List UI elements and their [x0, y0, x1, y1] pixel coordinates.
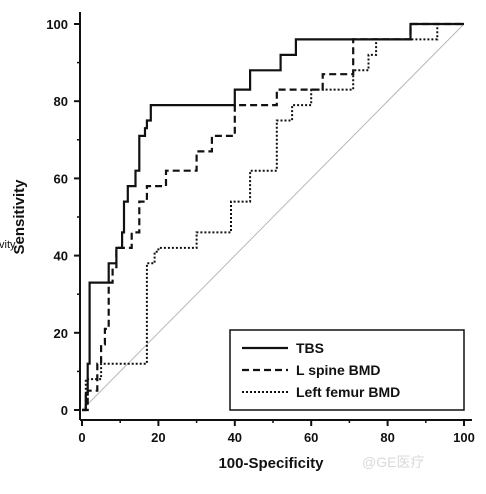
axes [79, 12, 472, 421]
x-tick-label: 60 [304, 430, 318, 445]
legend-label: Left femur BMD [296, 384, 400, 400]
y-ticks: 0 20 40 60 80 100 [46, 17, 80, 418]
series-line-tbs [82, 22, 464, 412]
legend-label: L spine BMD [296, 362, 381, 378]
x-tick-label: 40 [228, 430, 242, 445]
legend-label: TBS [296, 340, 324, 356]
x-tick-label: 100 [453, 430, 475, 445]
series-layer [82, 22, 464, 412]
y-tick-label: 0 [61, 403, 68, 418]
watermark-text: @GE医疗 [362, 454, 424, 470]
stray-label: Sensitivity [0, 239, 16, 251]
y-tick-label: 100 [46, 17, 68, 32]
legend: TBS L spine BMD Left femur BMD [229, 329, 465, 411]
y-tick-label: 20 [54, 326, 68, 341]
x-tick-label: 20 [151, 430, 165, 445]
y-tick-label: 40 [54, 249, 68, 264]
x-tick-label: 0 [78, 430, 85, 445]
y-axis-title: Sensitivity [11, 179, 28, 255]
x-ticks: 0 20 40 60 80 100 [78, 420, 475, 445]
y-tick-label: 80 [54, 94, 68, 109]
x-tick-label: 80 [380, 430, 394, 445]
reference-diagonal [81, 23, 465, 411]
x-axis-title: 100-Specificity [218, 455, 324, 472]
y-tick-label: 60 [54, 171, 68, 186]
